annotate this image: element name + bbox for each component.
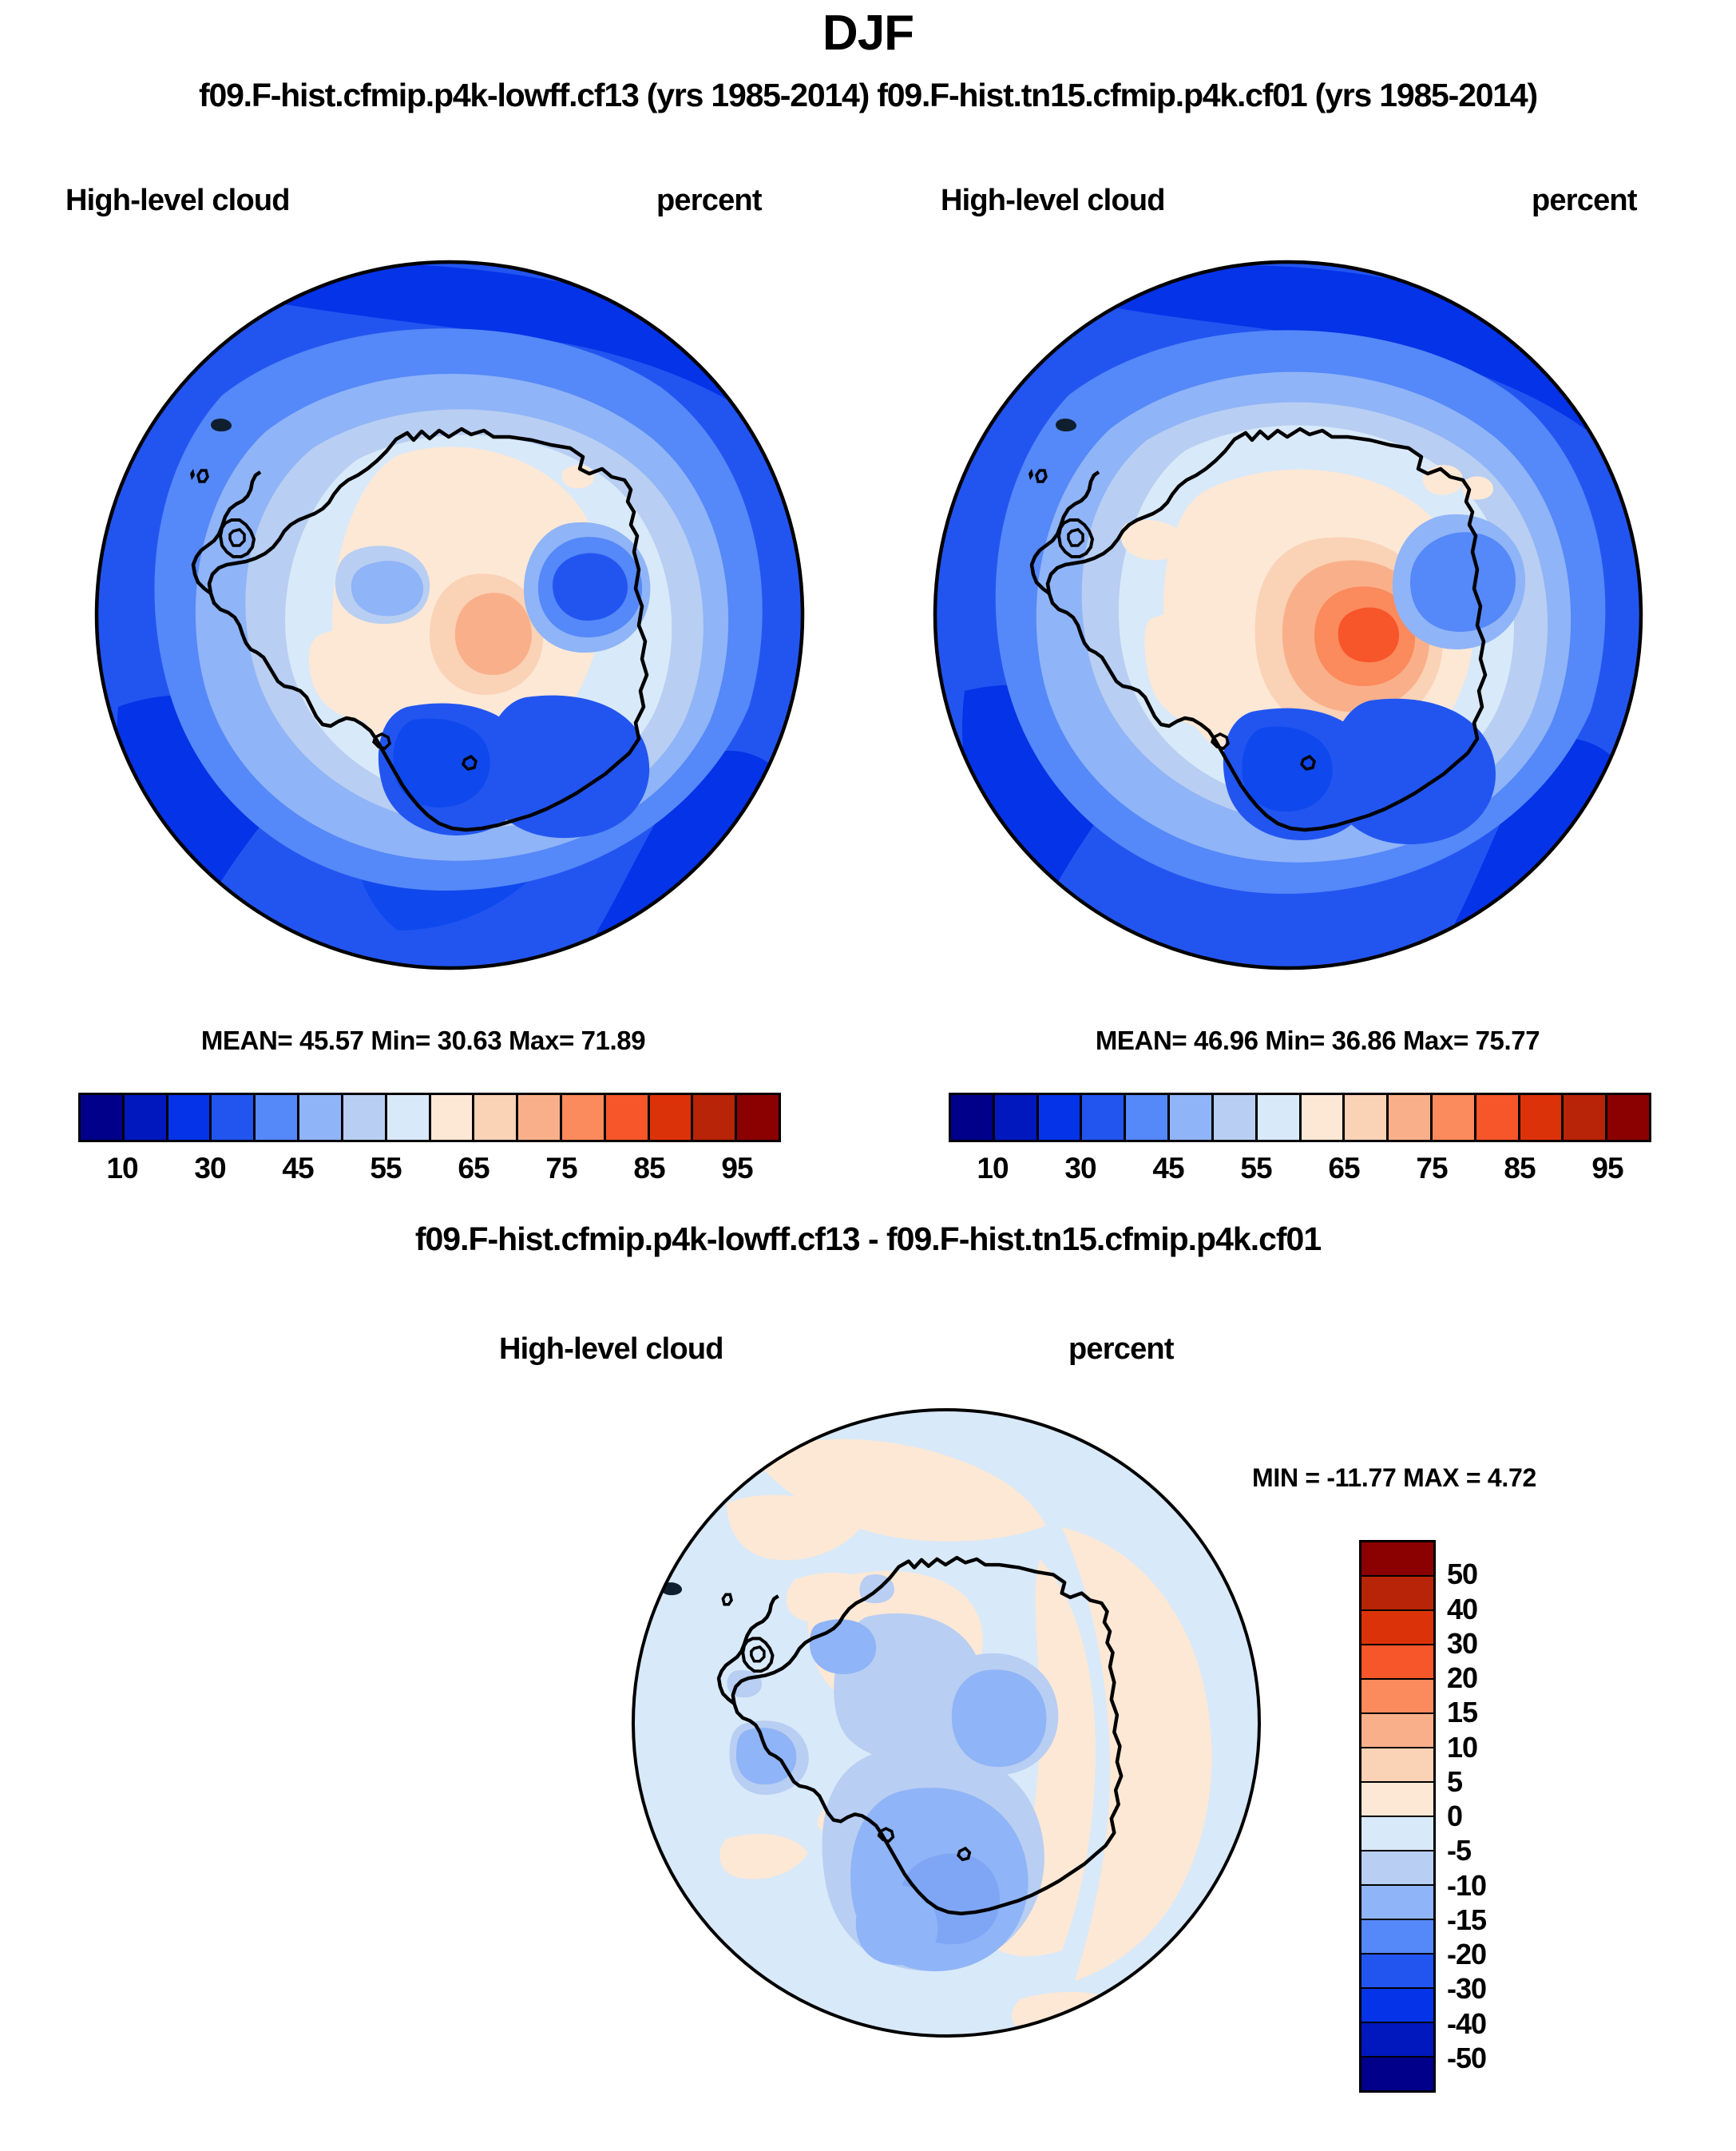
colorbar-swatch bbox=[168, 1095, 212, 1140]
colorbar-swatch bbox=[951, 1095, 995, 1140]
colorbar-tick-label: -15 bbox=[1447, 1903, 1487, 1936]
page-title: DJF bbox=[822, 6, 914, 61]
colorbar-swatch bbox=[1361, 1920, 1433, 1955]
colorbar-swatch bbox=[1361, 1748, 1433, 1783]
colorbar-swatch bbox=[649, 1095, 694, 1140]
diff-panel-variable-label: High-level cloud bbox=[499, 1332, 723, 1366]
colorbar-swatch bbox=[1361, 1577, 1433, 1611]
colorbar-swatch bbox=[1213, 1095, 1258, 1140]
right-panel-stats: MEAN= 46.96 Min= 36.86 Max= 75.77 bbox=[1095, 1026, 1540, 1055]
colorbar-swatch bbox=[1361, 1989, 1433, 2023]
left-colorbar[interactable]: 10 30 45 55 65 75 85 95 bbox=[78, 1093, 781, 1193]
colorbar-swatch bbox=[256, 1095, 300, 1140]
colorbar-tick-label: 10 bbox=[1447, 1730, 1478, 1764]
right-colorbar[interactable]: 10 30 45 55 65 75 85 95 bbox=[949, 1093, 1651, 1193]
colorbar-swatch bbox=[299, 1095, 343, 1140]
colorbar-tick-label: 15 bbox=[1447, 1696, 1478, 1729]
left-panel-stats: MEAN= 45.57 Min= 30.63 Max= 71.89 bbox=[200, 1026, 646, 1055]
colorbar-tick-label: -20 bbox=[1447, 1938, 1487, 1970]
colorbar-tick-label: 55 bbox=[1240, 1152, 1272, 1185]
colorbar-tick-label: 85 bbox=[1504, 1152, 1536, 1185]
colorbar-swatch bbox=[1257, 1095, 1302, 1140]
colorbar-tick-label: -50 bbox=[1447, 2041, 1487, 2074]
left-panel-units-label: percent bbox=[656, 184, 762, 217]
colorbar-tick-label: 50 bbox=[1447, 1558, 1478, 1591]
diff-panel-units-label: percent bbox=[1068, 1332, 1174, 1366]
colorbar-tick-label: -10 bbox=[1447, 1868, 1487, 1902]
colorbar-tick-label: 65 bbox=[1328, 1152, 1360, 1185]
colorbar-swatch bbox=[1361, 1817, 1433, 1851]
colorbar-swatch bbox=[1082, 1095, 1127, 1140]
colorbar-tick-label: -40 bbox=[1447, 2006, 1487, 2040]
diff-minmax-label: MIN = -11.77 MAX = 4.72 bbox=[1252, 1463, 1536, 1492]
colorbar-swatch bbox=[1361, 1955, 1433, 1989]
colorbar-tick-label: 85 bbox=[633, 1152, 665, 1185]
difference-title: f09.F-hist.cfmip.p4k-lowff.cf13 - f09.F-… bbox=[414, 1220, 1322, 1257]
left-panel-variable-label: High-level cloud bbox=[65, 184, 290, 217]
colorbar-swatch bbox=[518, 1095, 562, 1140]
colorbar-tick-label: 75 bbox=[545, 1152, 577, 1185]
colorbar-tick-label: 95 bbox=[721, 1152, 753, 1185]
colorbar-tick-label: 65 bbox=[458, 1152, 489, 1185]
diff-colorbar[interactable]: 50 40 30 20 15 10 5 0 -5 -10 -15 -20 -30 -40 -50 bbox=[1359, 1540, 1532, 2093]
colorbar-tick-label: 30 bbox=[1064, 1152, 1096, 1185]
colorbar-swatch bbox=[1038, 1095, 1083, 1140]
colorbar-tick-label: 40 bbox=[1447, 1592, 1478, 1625]
colorbar-swatch bbox=[1170, 1095, 1214, 1140]
colorbar-swatch bbox=[386, 1095, 431, 1140]
colorbar-swatch bbox=[1520, 1095, 1564, 1140]
left-polar-map[interactable] bbox=[94, 260, 805, 970]
colorbar-tick-label: 0 bbox=[1447, 1800, 1463, 1832]
colorbar-swatch bbox=[1361, 1680, 1433, 1714]
colorbar-swatch bbox=[1301, 1095, 1346, 1140]
colorbar-swatch bbox=[1389, 1095, 1433, 1140]
colorbar-swatch bbox=[994, 1095, 1039, 1140]
colorbar-tick-label: 10 bbox=[106, 1152, 138, 1185]
colorbar-swatch bbox=[1432, 1095, 1476, 1140]
colorbar-swatch bbox=[81, 1095, 125, 1140]
colorbar-tick-label: 30 bbox=[194, 1152, 226, 1185]
colorbar-swatch bbox=[1361, 1714, 1433, 1748]
diff-polar-map[interactable] bbox=[631, 1407, 1262, 2038]
colorbar-tick-label: 75 bbox=[1416, 1152, 1448, 1185]
colorbar-tick-label: 30 bbox=[1447, 1626, 1478, 1660]
colorbar-swatch bbox=[1361, 2058, 1433, 2090]
colorbar-tick-label: 55 bbox=[370, 1152, 402, 1185]
colorbar-swatch bbox=[1361, 1851, 1433, 1886]
colorbar-swatch bbox=[693, 1095, 738, 1140]
colorbar-tick-label: -5 bbox=[1447, 1834, 1472, 1867]
colorbar-swatch bbox=[1361, 1886, 1433, 1920]
colorbar-tick-label: 95 bbox=[1591, 1152, 1623, 1185]
colorbar-tick-label: 5 bbox=[1447, 1764, 1463, 1798]
colorbar-swatch bbox=[430, 1095, 475, 1140]
colorbar-swatch bbox=[561, 1095, 606, 1140]
colorbar-swatch bbox=[1126, 1095, 1171, 1140]
case-comparison-subtitle: f09.F-hist.cfmip.p4k-lowff.cf13 (yrs 198… bbox=[199, 77, 1538, 113]
colorbar-swatch bbox=[1361, 1645, 1433, 1680]
colorbar-swatch bbox=[1345, 1095, 1389, 1140]
colorbar-swatch bbox=[474, 1095, 519, 1140]
colorbar-swatch bbox=[343, 1095, 387, 1140]
colorbar-swatch bbox=[737, 1095, 779, 1140]
colorbar-swatch bbox=[124, 1095, 168, 1140]
right-panel-variable-label: High-level cloud bbox=[941, 184, 1165, 217]
colorbar-swatch bbox=[1361, 1542, 1433, 1577]
colorbar-swatch bbox=[212, 1095, 256, 1140]
colorbar-swatch bbox=[605, 1095, 650, 1140]
colorbar-swatch bbox=[1361, 1783, 1433, 1817]
colorbar-tick-label: 10 bbox=[977, 1152, 1009, 1185]
colorbar-swatch bbox=[1361, 2023, 1433, 2058]
colorbar-tick-label: -30 bbox=[1447, 1972, 1487, 2006]
colorbar-swatch bbox=[1607, 1095, 1649, 1140]
right-polar-map[interactable] bbox=[933, 260, 1643, 970]
colorbar-swatch bbox=[1476, 1095, 1520, 1140]
colorbar-swatch bbox=[1564, 1095, 1608, 1140]
colorbar-tick-label: 20 bbox=[1447, 1661, 1478, 1694]
right-panel-units-label: percent bbox=[1532, 184, 1637, 217]
colorbar-swatch bbox=[1361, 1611, 1433, 1645]
colorbar-tick-label: 45 bbox=[282, 1152, 314, 1185]
colorbar-tick-label: 45 bbox=[1152, 1152, 1184, 1185]
